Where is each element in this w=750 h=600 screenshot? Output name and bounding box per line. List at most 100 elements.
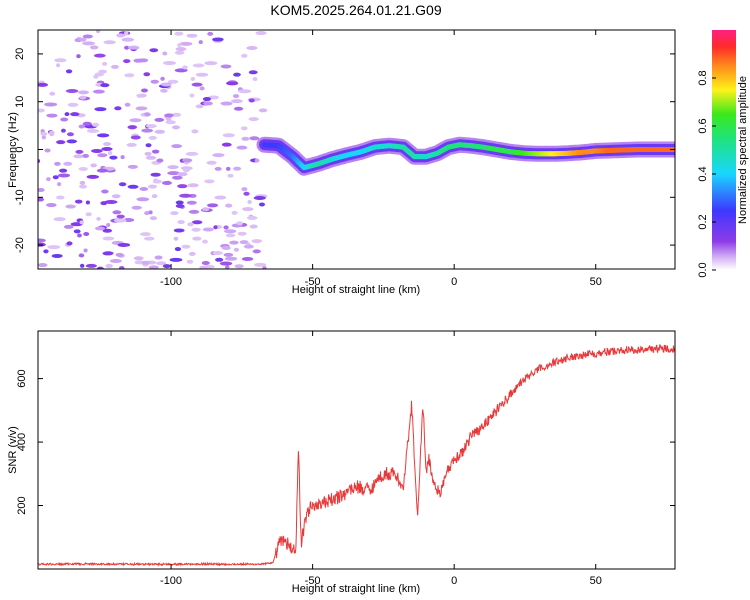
spectrogram-noise-speckle (162, 51, 168, 56)
spectrogram-noise-speckle (66, 132, 74, 137)
spectrogram-noise-speckle (248, 98, 255, 103)
spectrogram-noise-speckle (148, 135, 157, 140)
snr-y-tick-label: 200 (16, 496, 28, 514)
spectrogram-noise-speckle (100, 201, 108, 206)
spectrogram-noise-speckle (238, 89, 252, 94)
spectrogram-noise-speckle (96, 216, 101, 221)
spectrogram-noise-speckle (223, 225, 229, 230)
spectrogram-noise-speckle (91, 148, 103, 153)
spectrogram-noise-speckle (102, 251, 114, 256)
spectrogram-noise-speckle (249, 224, 258, 229)
spectrogram-noise-speckle (191, 220, 203, 225)
spectrogram-noise-speckle (102, 236, 115, 241)
spectrogram-noise-speckle (191, 227, 201, 232)
spectrogram-noise-speckle (109, 259, 122, 264)
spectrogram-noise-speckle (66, 139, 78, 144)
spectrogram-x-tick-label: -50 (305, 276, 321, 288)
spectrogram-noise-speckle (246, 45, 258, 50)
spectrogram-noise-speckle (202, 207, 210, 212)
spectrogram-noise-speckle (233, 106, 244, 111)
spectrogram-noise-speckle (191, 129, 199, 134)
spectrogram-noise-speckle (192, 63, 205, 68)
spectrogram-noise-speckle (77, 233, 82, 238)
spectrogram-noise-speckle (204, 179, 215, 184)
spectrogram-noise-speckle (225, 233, 236, 238)
spectrogram-noise-speckle (41, 135, 46, 140)
spectrogram-noise-speckle (165, 120, 177, 125)
spectrogram-noise-speckle (225, 203, 233, 208)
spectrogram-noise-speckle (167, 171, 180, 176)
spectrogram-noise-speckle (221, 142, 232, 147)
spectrogram-noise-speckle (83, 248, 88, 253)
spectrogram-noise-speckle (145, 143, 152, 148)
spectrogram-noise-speckle (102, 228, 113, 233)
spectrogram-noise-speckle (67, 102, 79, 107)
spectrogram-noise-speckle (78, 253, 85, 258)
spectrogram-noise-speckle (148, 265, 159, 269)
spectrogram-noise-speckle (201, 260, 210, 265)
spectrogram-noise-speckle (241, 53, 248, 58)
spectrogram-noise-speckle (137, 94, 142, 99)
spectrogram-noise-speckle (151, 149, 160, 154)
spectrogram-noise-speckle (240, 126, 248, 131)
snr-line (38, 344, 675, 567)
spectrogram-noise-speckle (182, 65, 188, 70)
spectrogram-noise-speckle (174, 31, 184, 36)
spectrogram-noise-speckle (253, 196, 266, 201)
spectrogram-noise-speckle (144, 112, 151, 117)
spectrogram-noise-speckle (188, 209, 200, 214)
spectrogram-noise-speckle (121, 37, 135, 42)
spectrogram-noise-speckle (79, 37, 87, 42)
spectrogram-noise-speckle (252, 77, 258, 82)
spectrogram-noise-speckle (152, 179, 162, 184)
spectrogram-noise-speckle (248, 117, 259, 122)
spectrogram-noise-speckle (185, 151, 199, 156)
spectrogram-noise-speckle (254, 158, 260, 163)
spectrogram-noise-speckle (207, 203, 219, 208)
spectrogram-noise-speckle (70, 112, 80, 117)
spectrogram-noise-speckle (129, 118, 142, 123)
spectrogram-noise-speckle (56, 63, 61, 68)
spectrogram-noise-speckle (110, 64, 119, 69)
snr-y-label: SNR (v/v) (7, 426, 19, 474)
spectrogram-noise-speckle (213, 225, 218, 230)
colorbar-tick-label: 0.2 (697, 214, 709, 229)
colorbar-label: Normalized spectral amplitude (737, 76, 749, 224)
spectrogram-noise-speckle (233, 247, 239, 252)
spectrogram-noise-speckle (212, 37, 224, 42)
spectrogram-noise-speckle (221, 246, 231, 251)
spectrogram-noise-speckle (78, 166, 88, 171)
spectrogram-noise-speckle (171, 112, 182, 117)
spectrogram-noise-speckle (198, 40, 203, 45)
spectrogram-noise-speckle (149, 216, 158, 221)
spectrogram-noise-speckle (236, 221, 243, 226)
spectrogram-noise-speckle (60, 117, 69, 122)
spectrogram-noise-speckle (161, 181, 172, 186)
snr-y-ticks: 200 400 600 (16, 369, 675, 515)
spectrogram-ridge-layer (256, 136, 675, 176)
spectrogram-noise-speckle (65, 204, 76, 209)
spectrogram-noise-speckle (120, 155, 125, 160)
spectrogram-noise-speckle (54, 161, 61, 166)
spectrogram-noise-speckle (251, 239, 263, 244)
snr-y-tick-label: 600 (16, 369, 28, 387)
spectrogram-noise-speckle (64, 112, 70, 117)
spectrogram-noise-speckle (56, 195, 65, 200)
spectrogram-noise-speckle (63, 161, 73, 166)
spectrogram-noise-speckle (100, 83, 110, 88)
spectrogram-noise-speckle (104, 199, 118, 204)
spectrogram-noise-speckle (131, 205, 142, 210)
spectrogram-noise-speckle (105, 263, 113, 268)
spectrogram-noise-speckle (141, 128, 153, 133)
spectrogram-noise-speckle (246, 215, 258, 220)
spectrogram-noise-speckle (252, 249, 261, 254)
spectrogram-noise-speckle (149, 48, 159, 53)
spectrogram-noise-speckle (38, 238, 46, 243)
spectrogram-noise-speckle (220, 101, 233, 106)
spectrogram-noise-speckle (241, 187, 248, 192)
spectrogram-noise-speckle (177, 43, 182, 48)
spectrogram-noise-speckle (111, 194, 121, 199)
spectrogram-noise-speckle (141, 88, 148, 93)
spectrogram-noise-speckle (75, 149, 84, 154)
